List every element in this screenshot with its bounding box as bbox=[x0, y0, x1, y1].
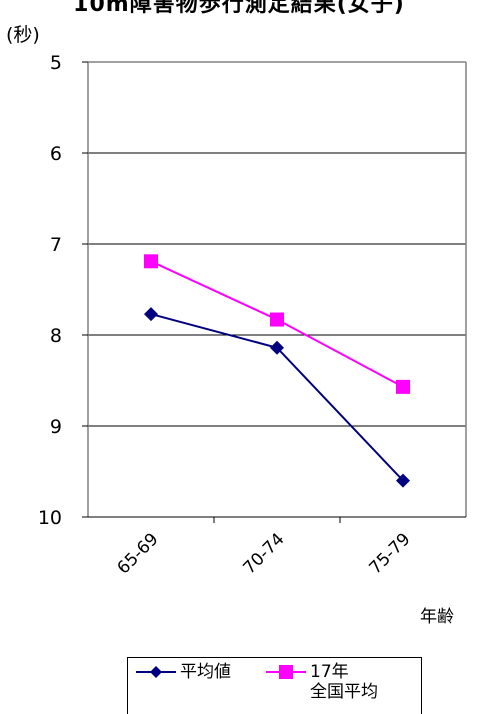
data-point bbox=[396, 379, 410, 394]
data-point bbox=[144, 254, 158, 269]
y-tick-labels: 5 6 7 8 9 10 bbox=[38, 52, 88, 529]
y-tick-label: 9 bbox=[50, 416, 62, 438]
x-tick-label: 75-79 bbox=[365, 529, 414, 578]
legend-label-national-average: 17年 全国平均 bbox=[310, 662, 378, 702]
y-tick-label: 5 bbox=[50, 52, 62, 74]
chart-title: 10m障害物歩行測定結果(女子) bbox=[73, 0, 405, 17]
y-axis-unit-label: (秒) bbox=[6, 24, 40, 46]
x-axis-label: 年齢 bbox=[420, 607, 454, 627]
legend-item-average: 平均値 bbox=[134, 662, 231, 682]
diamond-marker-icon bbox=[136, 666, 176, 678]
y-tick-label: 8 bbox=[50, 325, 62, 347]
x-tick-labels: 65-69 70-74 75-79 bbox=[113, 517, 415, 578]
legend: 平均値 17年 全国平均 bbox=[127, 657, 422, 714]
data-point bbox=[270, 312, 284, 327]
data-point bbox=[270, 340, 284, 355]
data-point bbox=[144, 307, 158, 322]
series-lines bbox=[144, 254, 410, 488]
x-tick-label: 70-74 bbox=[239, 529, 288, 578]
square-marker-icon bbox=[266, 665, 306, 679]
legend-label-average: 平均値 bbox=[180, 662, 231, 682]
x-tick-label: 65-69 bbox=[113, 529, 162, 578]
y-tick-label: 6 bbox=[50, 143, 62, 165]
gridlines bbox=[88, 61, 466, 427]
y-tick-label: 10 bbox=[38, 507, 62, 529]
plot-area bbox=[88, 62, 466, 517]
data-point bbox=[396, 473, 410, 488]
y-tick-label: 7 bbox=[50, 234, 62, 256]
legend-item-national-average: 17年 全国平均 bbox=[264, 662, 378, 702]
